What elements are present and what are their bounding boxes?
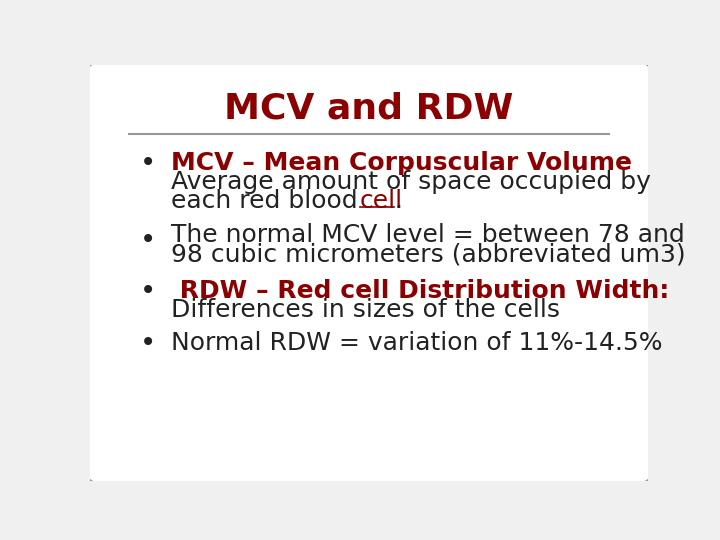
Text: •: • [140,329,156,357]
Text: •: • [140,226,156,254]
Text: MCV – Mean Corpuscular Volume: MCV – Mean Corpuscular Volume [171,151,632,174]
Text: .: . [394,189,402,213]
Text: each red blood: each red blood [171,189,366,213]
Text: Normal RDW = variation of 11%-14.5%: Normal RDW = variation of 11%-14.5% [171,332,662,355]
Text: The normal MCV level = between 78 and: The normal MCV level = between 78 and [171,223,685,247]
Text: Average amount of space occupied by: Average amount of space occupied by [171,170,651,194]
Text: RDW – Red cell Distribution Width:: RDW – Red cell Distribution Width: [171,279,669,303]
Text: Differences in sizes of the cells: Differences in sizes of the cells [171,298,560,322]
Text: •: • [140,148,156,177]
Text: •: • [140,277,156,305]
Text: 98 cubic micrometers (abbreviated um3): 98 cubic micrometers (abbreviated um3) [171,242,685,266]
Text: MCV and RDW: MCV and RDW [225,91,513,125]
FancyBboxPatch shape [84,60,654,485]
Text: cell: cell [359,189,402,213]
